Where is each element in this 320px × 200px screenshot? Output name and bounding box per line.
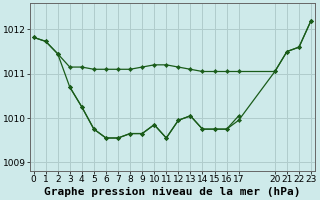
X-axis label: Graphe pression niveau de la mer (hPa): Graphe pression niveau de la mer (hPa)	[44, 187, 300, 197]
